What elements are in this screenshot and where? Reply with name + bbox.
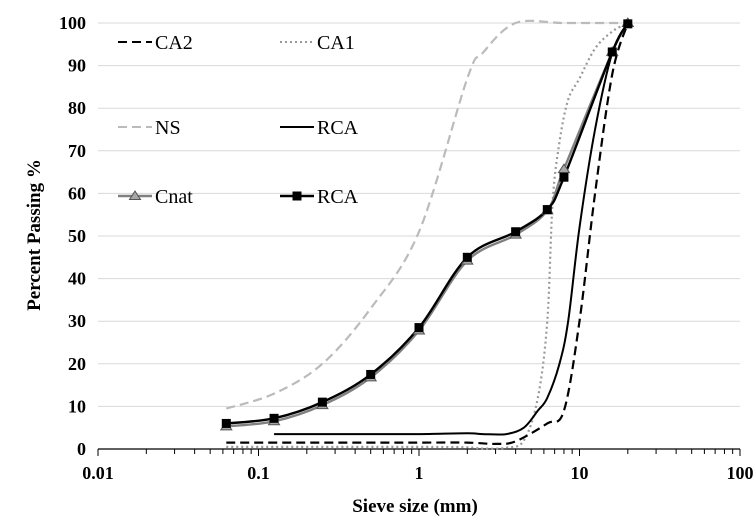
series-lines [225, 19, 629, 450]
y-axis-title: Percent Passing % [24, 159, 45, 311]
x-tick-label: 1 [415, 463, 424, 483]
y-tick-label: 90 [68, 56, 86, 76]
legend-item-cnat-4: Cnat [118, 186, 193, 208]
y-tick-label: 30 [68, 311, 86, 331]
axes: 0 10 20 30 40 50 60 70 80 90 100 0.01 0.1 1 10 100 [59, 13, 754, 483]
series-line-cnat-4 [226, 22, 629, 428]
series-line-rca-3 [274, 22, 629, 436]
data-point-rca [607, 47, 617, 57]
legend-label: NS [155, 117, 181, 139]
data-point-rca [221, 418, 231, 428]
y-tick-label: 70 [68, 141, 86, 161]
y-tick-label: 40 [68, 269, 86, 289]
y-tick-label: 0 [77, 439, 86, 459]
y-tick-label: 50 [68, 226, 86, 246]
y-tick-label: 10 [68, 396, 86, 416]
data-point-rca [511, 227, 521, 237]
x-tick-label: 10 [571, 463, 589, 483]
gridlines [98, 22, 740, 407]
series-line-ca2-0 [226, 22, 629, 446]
legend-marker-triangle [128, 190, 142, 200]
legend-label: Cnat [155, 186, 193, 208]
legend-label: CA1 [317, 32, 355, 54]
y-tick-label: 100 [59, 13, 86, 33]
data-point-rca [559, 172, 569, 182]
data-point-rca [414, 323, 424, 333]
series-markers [219, 17, 635, 431]
legend-marker-square [292, 191, 302, 201]
legend-label: RCA [317, 186, 359, 208]
series-line-ns-2 [225, 19, 628, 410]
x-tick-label: 0.1 [247, 463, 270, 483]
data-point-rca [542, 205, 552, 215]
x-tick-label: 0.01 [82, 463, 114, 483]
data-point-rca [269, 413, 279, 423]
y-tick-label: 20 [68, 354, 86, 374]
legend-item-rca-3: RCA [280, 117, 359, 139]
x-axis-title: Sieve size (mm) [352, 496, 478, 517]
y-tick-label: 60 [68, 183, 86, 203]
y-tick-label: 80 [68, 98, 86, 118]
data-point-rca [366, 369, 376, 379]
data-point-rca [462, 252, 472, 262]
legend-item-ca1-1: CA1 [280, 32, 355, 54]
legend-item-ns-2: NS [118, 117, 181, 139]
legend-label: CA2 [155, 32, 193, 54]
legend: CA2 CA1 NS RCA Cnat RCA [118, 32, 359, 208]
data-point-rca [317, 397, 327, 407]
data-point-rca [623, 19, 633, 29]
data-point-cnat [557, 163, 571, 174]
series-line-ca1-1 [226, 22, 629, 450]
legend-item-rca-5: RCA [280, 186, 359, 208]
legend-item-ca2-0: CA2 [118, 32, 193, 54]
legend-label: RCA [317, 117, 359, 139]
x-tick-label: 100 [727, 463, 754, 483]
